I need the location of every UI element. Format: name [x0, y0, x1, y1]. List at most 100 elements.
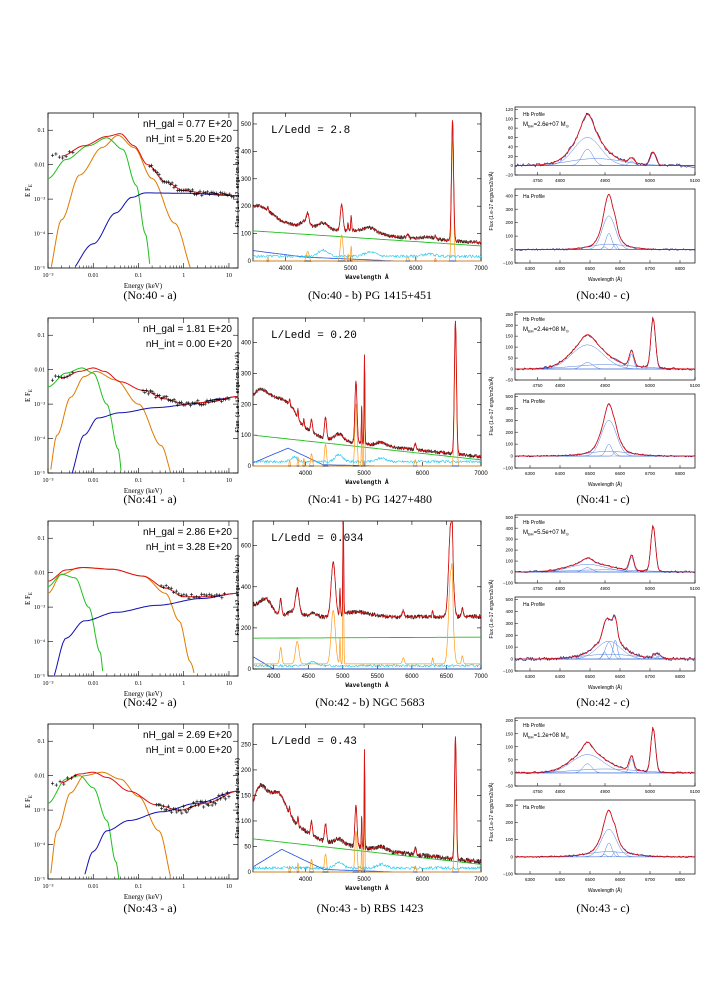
soft-bb-component-curve — [50, 771, 171, 877]
x-tick-label: 6400 — [555, 266, 566, 271]
solar-mass-symbol: ⊙ — [566, 124, 569, 129]
y-tick-label: 300 — [505, 207, 513, 212]
x-tick-label: 5100 — [690, 586, 701, 591]
y-axis-label: E FE — [24, 389, 34, 402]
y-tick-label: 400 — [241, 341, 252, 347]
y-tick-label: 150 — [241, 793, 252, 799]
caption-41b: (No:41 - b) PG 1427+480 — [307, 492, 433, 506]
x-tick-label: 6300 — [525, 471, 536, 476]
y-tick-label: 0.01 — [35, 163, 46, 169]
x-tick-label: 6300 — [525, 877, 536, 882]
xray-sed-plot: 10⁻³ 0.01 0.1 1 10 0.1 0.01 10⁻³ 10⁻⁴ 10⁻⁵ E FE Ene… — [24, 723, 239, 901]
x-tick-label: 6700 — [645, 877, 656, 882]
line-profile-plot: 4750 4800 4900 5000 51005004003002001000−100… — [488, 514, 701, 691]
eddington-ratio-annotation: L/Ledd = 0.20 — [271, 330, 357, 342]
y-axis-label-sub: E — [29, 389, 34, 392]
feii-component-curve — [252, 660, 482, 668]
nh-annotation: nH_int = 0.00 E+20 — [146, 745, 233, 756]
x-tick-label: 6300 — [525, 266, 536, 271]
host-component-curve — [252, 250, 481, 262]
bh-mass-symbol: M — [523, 530, 528, 536]
x-tick-label: 6400 — [555, 877, 566, 882]
x-tick-label: 4500 — [302, 674, 316, 680]
x-tick-label: 6700 — [645, 471, 656, 476]
hbeta-observed-curve — [514, 112, 695, 168]
y-axis-label-sub: E — [29, 184, 34, 187]
y-tick-label: 400 — [505, 526, 513, 531]
x-tick-label: 1 — [182, 478, 185, 484]
bh-mass-value: =1.2e+08 M — [534, 733, 566, 739]
y-tick-label: 300 — [505, 418, 513, 423]
line-profile-panel-43: 4750 4800 4900 5000 5100 200 150 100 50 0 −50 Hb Pr… — [485, 712, 701, 916]
hbeta-observed-curve — [514, 316, 695, 371]
x-tick-label: 5500 — [371, 674, 385, 680]
line-profile-plot: 4750 4800 4900 5000 5100120100806040200−20Hb… — [488, 106, 701, 283]
emission-line-component-curve — [252, 140, 482, 262]
profile-label: Hb Profile — [523, 723, 545, 729]
xray-sed-panel-41: 10⁻³ 0.01 0.1 1 10 0.1 0.01 10⁻³ 10⁻⁴ 10⁻⁵ E FE Ene… — [20, 310, 245, 510]
y-tick-label: 300 — [505, 803, 513, 808]
y-tick-label: 20 — [508, 154, 514, 159]
y-tick-label: 0 — [510, 771, 513, 776]
x-tick-label: 10 — [226, 681, 232, 687]
x-tick-label: 4900 — [600, 789, 611, 794]
y-tick-label: 10⁻⁵ — [34, 266, 45, 272]
total-model-curve — [47, 567, 239, 598]
x-axis-label: Energy (keV) — [124, 282, 163, 290]
y-axis-label: E FE — [24, 592, 34, 605]
x-tick-label: 5100 — [690, 383, 701, 388]
observed-spectrum-curve — [252, 120, 482, 245]
x-tick-label: 4900 — [600, 586, 611, 591]
y-axis-label: Flux (1.e-17 ergs/cm-2/s/Å) — [234, 554, 241, 635]
y-axis-label: Flux (1.e-17 ergs/cm-2/s/Å) — [234, 146, 241, 227]
y-axis-label: E FE — [24, 795, 34, 808]
y-tick-label: 200 — [505, 430, 513, 435]
x-tick-label: 1 — [182, 273, 185, 279]
y-axis-label: Flux (1.e-17 ergs/cm-2/s/Å) — [234, 351, 241, 432]
y-tick-label: 200 — [505, 633, 513, 638]
y-tick-label: 200 — [241, 204, 252, 210]
xray-sed-plot: 10⁻³ 0.01 0.1 1 10 0.1 0.01 10⁻³ 10⁻⁴ 10⁻⁵ E FE Ene… — [24, 112, 239, 290]
y-tick-label: 200 — [505, 323, 513, 328]
y-tick-label: 0 — [510, 367, 513, 372]
x-tick-label: 6400 — [555, 674, 566, 679]
y-tick-label: −50 — [505, 784, 513, 789]
model-fit-curve — [252, 736, 482, 863]
hbeta-model-curve — [514, 317, 695, 370]
x-tick-label: 4000 — [299, 877, 313, 883]
y-axis-label-main: E F — [24, 595, 32, 605]
x-tick-label: 4800 — [555, 383, 566, 388]
nh-annotation: nH_int = 5.20 E+20 — [146, 134, 233, 145]
x-tick-label: 6600 — [615, 266, 626, 271]
xray-data-points — [159, 583, 227, 600]
subplot-frame — [514, 596, 696, 672]
nh-annotation: nH_gal = 2.69 E+20 — [143, 730, 232, 741]
y-tick-label: 300 — [241, 177, 252, 183]
y-tick-label: 0 — [510, 247, 513, 252]
x-tick-label: 10⁻³ — [43, 884, 54, 890]
y-tick-label: 0.01 — [35, 774, 46, 780]
y-tick-label: 0 — [248, 464, 252, 470]
bh-mass-value: =2.4e+08 M — [534, 327, 566, 333]
solar-mass-symbol: ⊙ — [566, 329, 569, 334]
hbeta-component-0 — [515, 344, 695, 370]
xray-data-points — [50, 150, 236, 199]
halpha-component-1 — [515, 642, 695, 660]
x-tick-label: 4000 — [299, 471, 313, 477]
feii-component-curve — [252, 861, 482, 870]
y-tick-label: 200 — [505, 548, 513, 553]
y-tick-label: 10⁻⁵ — [34, 674, 45, 680]
hbeta-model-curve — [514, 727, 695, 774]
hbeta-model-curve — [515, 525, 695, 573]
soft-bb-component-curve — [47, 567, 195, 674]
x-axis-label: Energy (keV) — [124, 690, 163, 698]
y-tick-label: 400 — [505, 193, 513, 198]
y-tick-label: 200 — [241, 402, 252, 408]
y-axis-label-main: E F — [24, 798, 32, 808]
x-axis-label: Energy (keV) — [124, 893, 163, 901]
halpha-component-1 — [515, 842, 695, 858]
x-tick-label: 6800 — [675, 877, 686, 882]
x-tick-label: 4900 — [600, 178, 611, 183]
xray-sed-plot: 10⁻³ 0.01 0.1 1 10 0.1 0.01 10⁻³ 10⁻⁴ 10⁻⁵ E FE Ene… — [24, 520, 239, 698]
y-tick-label: 0.1 — [38, 536, 46, 542]
